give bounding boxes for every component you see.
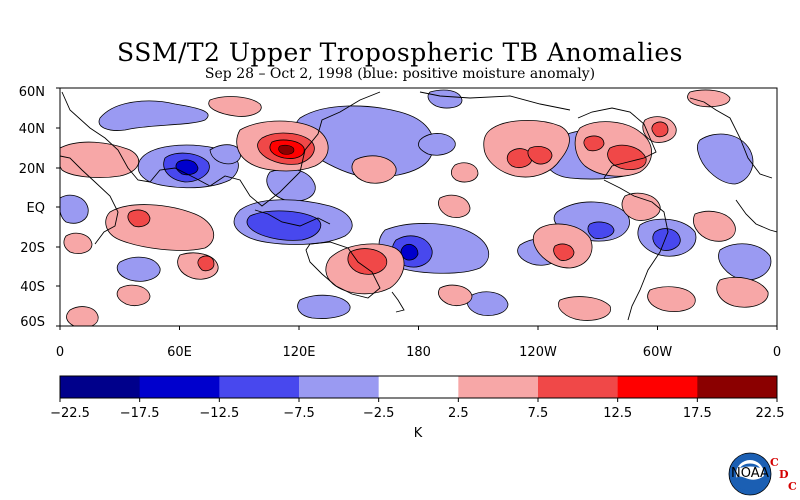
noaa-logo: NOAA: [728, 452, 772, 496]
anomaly-region: [583, 135, 605, 152]
anomaly-region: [209, 144, 242, 165]
anomaly-region: [105, 204, 215, 251]
colorbar-tick-label: −22.5: [50, 406, 90, 421]
colorbar-tick-label: 2.5: [448, 406, 469, 421]
longitude-axis: 0 60E 120E 180 120W 60W 0: [56, 326, 781, 360]
anomaly-region: [652, 228, 681, 251]
lat-label: 40S: [20, 280, 45, 295]
anomaly-region: [63, 232, 93, 254]
anomaly-region: [297, 294, 351, 319]
colorbar-swatch: [60, 376, 141, 398]
colorbar-frame: [59, 375, 778, 399]
anomaly-region: [716, 276, 769, 308]
anomaly-region: [558, 296, 611, 321]
anomaly-region: [98, 100, 209, 131]
anomaly-region: [483, 120, 570, 178]
anomaly-region: [647, 286, 696, 312]
colorbar-swatch: [378, 376, 459, 398]
lat-label: 60N: [19, 85, 45, 100]
anomaly-region: [208, 96, 262, 117]
lon-label: 60E: [167, 345, 192, 360]
colorbar-swatch: [538, 376, 619, 398]
anomaly-region: [553, 243, 575, 261]
colorbar-swatch: [139, 376, 220, 398]
anomaly-region: [427, 89, 463, 109]
colorbar-swatch: [299, 376, 380, 398]
cdc-letter: C: [788, 480, 797, 493]
lon-label: 120E: [282, 345, 315, 360]
colorbar: −22.5 −17.5 −12.5 −7.5 −2.5 2.5 7.5 12.5 17.5 22.…: [50, 375, 785, 441]
colorbar-swatch: [617, 376, 698, 398]
lon-label: 0: [773, 345, 781, 360]
anomaly-region: [116, 284, 151, 306]
anomaly-region: [347, 248, 388, 275]
colorbar-tick-label: −12.5: [199, 406, 239, 421]
anomaly-region: [438, 194, 471, 218]
anomaly-region: [651, 121, 669, 138]
anomaly-region: [418, 133, 456, 156]
noaa-emblem-text: NOAA: [731, 466, 769, 481]
coastlines: [60, 91, 777, 321]
anomaly-region: [351, 155, 397, 184]
colorbar-tick-label: 7.5: [528, 406, 549, 421]
anomaly-region: [438, 284, 473, 306]
colorbar-tick-label: −7.5: [283, 406, 315, 421]
chart-subtitle: Sep 28 – Oct 2, 1998 (blue: positive moi…: [204, 66, 596, 82]
lon-label: 180: [406, 345, 431, 360]
anomaly-region: [587, 221, 615, 239]
colorbar-tick-label: 17.5: [683, 406, 712, 421]
anomaly-region: [197, 255, 215, 272]
colorbar-tick-label: 22.5: [756, 406, 785, 421]
lon-label: 120W: [519, 345, 557, 360]
anomaly-region: [696, 133, 754, 185]
lat-label: 20S: [20, 241, 45, 256]
colorbar-tick-label: −2.5: [363, 406, 395, 421]
anomaly-region: [693, 210, 736, 242]
lat-label: 20N: [19, 162, 45, 177]
anomaly-region: [450, 162, 479, 183]
lat-label: 40N: [19, 122, 45, 137]
anomaly-region: [60, 141, 140, 178]
latitude-axis: 60N 40N 20N EQ 20S 40S 60S: [19, 85, 60, 330]
anomaly-region: [116, 256, 161, 282]
colorbar-swatch: [219, 376, 300, 398]
lon-label: 0: [56, 345, 64, 360]
anomaly-region: [127, 209, 151, 228]
anomaly-region: [66, 306, 99, 326]
anomaly-region: [621, 192, 661, 221]
colorbar-swatch: [458, 376, 539, 398]
cdc-letter: C: [770, 456, 779, 469]
lat-label: 60S: [20, 315, 45, 330]
cdc-letter: D: [779, 468, 789, 481]
colorbar-tick-label: 12.5: [603, 406, 632, 421]
anomaly-region: [607, 144, 647, 170]
anomaly-region: [246, 210, 322, 241]
anomaly-region: [718, 243, 772, 281]
colorbar-unit: K: [414, 426, 423, 441]
chart-title: SSM/T2 Upper Tropospheric TB Anomalies: [117, 38, 683, 67]
anomaly-region: [527, 146, 553, 165]
anomaly-region: [278, 144, 295, 155]
anomaly-region: [400, 244, 419, 261]
anomaly-field: [60, 89, 772, 326]
colorbar-swatch: [697, 376, 778, 398]
colorbar-tick-label: −17.5: [120, 406, 160, 421]
anomaly-region: [466, 291, 509, 316]
lon-label: 60W: [643, 345, 673, 360]
anomaly-region: [60, 194, 89, 224]
anomaly-region: [506, 148, 533, 168]
anomaly-region: [687, 89, 731, 108]
lat-label: EQ: [27, 201, 45, 216]
